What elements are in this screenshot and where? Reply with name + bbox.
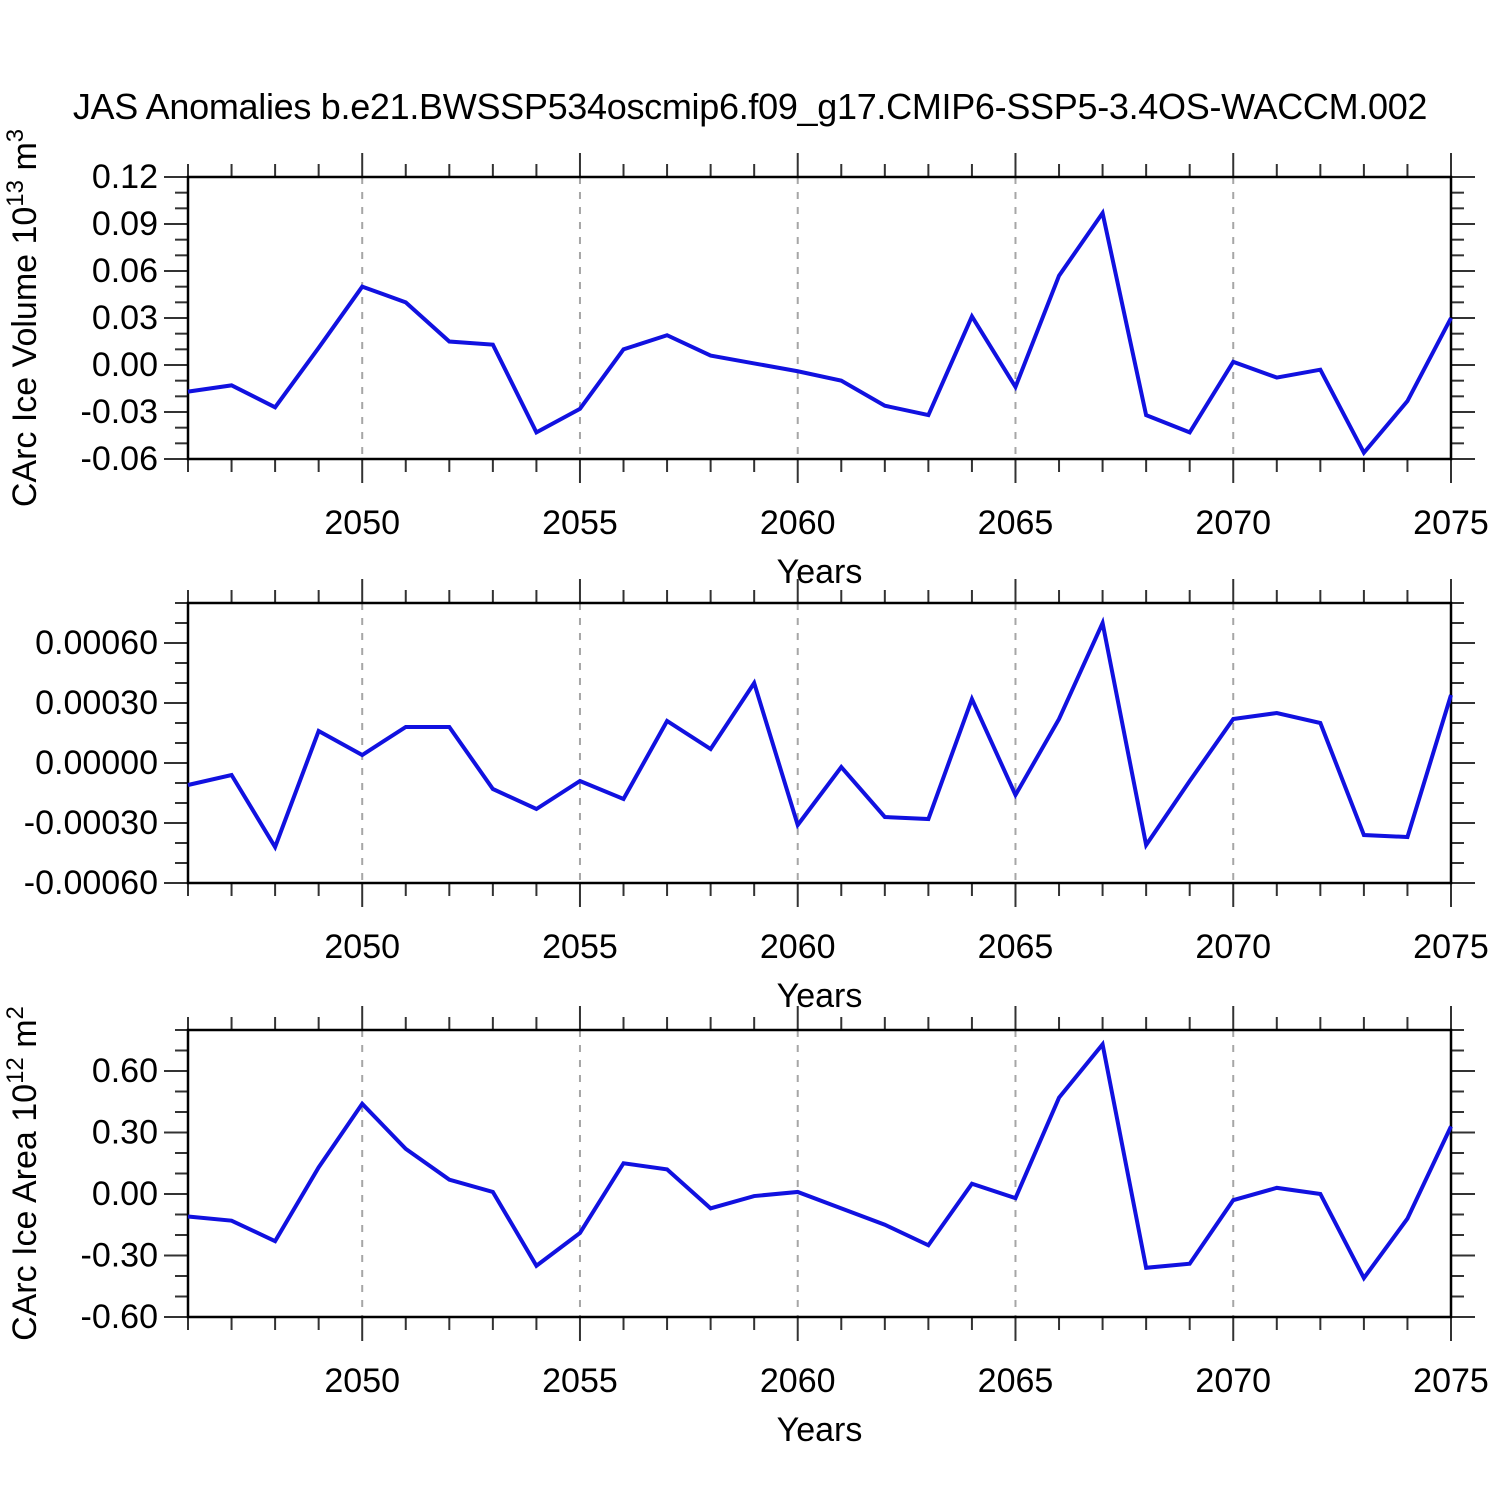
y-tick-label: 0.00 xyxy=(92,1175,158,1213)
x-axis-title: Years xyxy=(777,977,863,1015)
x-tick-label: 2075 xyxy=(1413,504,1489,542)
y-tick-label: 0.00030 xyxy=(35,684,158,722)
y-tick-label: 0.12 xyxy=(92,158,158,196)
y-tick-label: 0.06 xyxy=(92,252,158,290)
panel-ice-volume: 0.12 0.09 0.06 0.03 0.00 -0.03 -0.06 2050 2055 20… xyxy=(2,129,1489,591)
y-tick-label: -0.30 xyxy=(81,1237,159,1275)
y-tick-label: 0.00 xyxy=(92,346,158,384)
x-tick-label: 2065 xyxy=(978,1362,1054,1400)
x-tick-label: 2050 xyxy=(324,504,400,542)
x-tick-label: 2075 xyxy=(1413,1362,1489,1400)
x-tick-label: 2065 xyxy=(978,928,1054,966)
x-axis-title: Years xyxy=(777,1411,863,1449)
x-tick-label: 2065 xyxy=(978,504,1054,542)
y-tick-label: 0.60 xyxy=(92,1052,158,1090)
data-series-line xyxy=(187,616,1453,852)
x-tick-label: 2060 xyxy=(760,928,836,966)
panel-frame xyxy=(186,1028,1453,1319)
chart-title: JAS Anomalies b.e21.BWSSP534oscmip6.f09_… xyxy=(72,86,1428,127)
x-tick-label: 2060 xyxy=(760,1362,836,1400)
x-tick-label: 2055 xyxy=(542,504,618,542)
x-tick-label: 2070 xyxy=(1195,1362,1271,1400)
panel-middle-series: 0.00060 0.00030 0.00000 -0.00030 -0.00060 205… xyxy=(24,579,1489,1015)
y-tick-label: -0.60 xyxy=(81,1298,159,1336)
y-tick-label: 0.03 xyxy=(92,299,158,337)
panel-frame xyxy=(186,601,1453,885)
x-tick-label: 2050 xyxy=(324,1362,400,1400)
x-tick-label: 2070 xyxy=(1195,504,1271,542)
x-tick-label: 2060 xyxy=(760,504,836,542)
y-tick-label: -0.00030 xyxy=(24,804,158,842)
data-series-line xyxy=(187,208,1453,457)
y-tick-label: -0.00060 xyxy=(24,864,158,902)
y-tick-label: 0.00000 xyxy=(35,744,158,782)
panel-ice-area: 0.60 0.30 0.00 -0.30 -0.60 2050 2055 2060 2065 20… xyxy=(2,1006,1489,1449)
data-series-line xyxy=(187,1039,1453,1282)
y-tick-label: -0.03 xyxy=(81,393,159,431)
y-tick-label: 0.30 xyxy=(92,1114,158,1152)
x-tick-label: 2055 xyxy=(542,1362,618,1400)
panel-frame xyxy=(186,175,1453,461)
x-tick-label: 2070 xyxy=(1195,928,1271,966)
x-tick-label: 2055 xyxy=(542,928,618,966)
x-tick-label: 2050 xyxy=(324,928,400,966)
y-tick-label: -0.06 xyxy=(81,440,159,478)
x-axis-title: Years xyxy=(777,553,863,591)
y-tick-label: 0.00060 xyxy=(35,624,158,662)
y-axis-title: CArc Ice Volume 1013​ m3​ xyxy=(2,129,44,507)
y-tick-label: 0.09 xyxy=(92,205,158,243)
y-axis-title: CArc Ice Area 1012​ m2​ xyxy=(2,1006,44,1341)
x-tick-label: 2075 xyxy=(1413,928,1489,966)
